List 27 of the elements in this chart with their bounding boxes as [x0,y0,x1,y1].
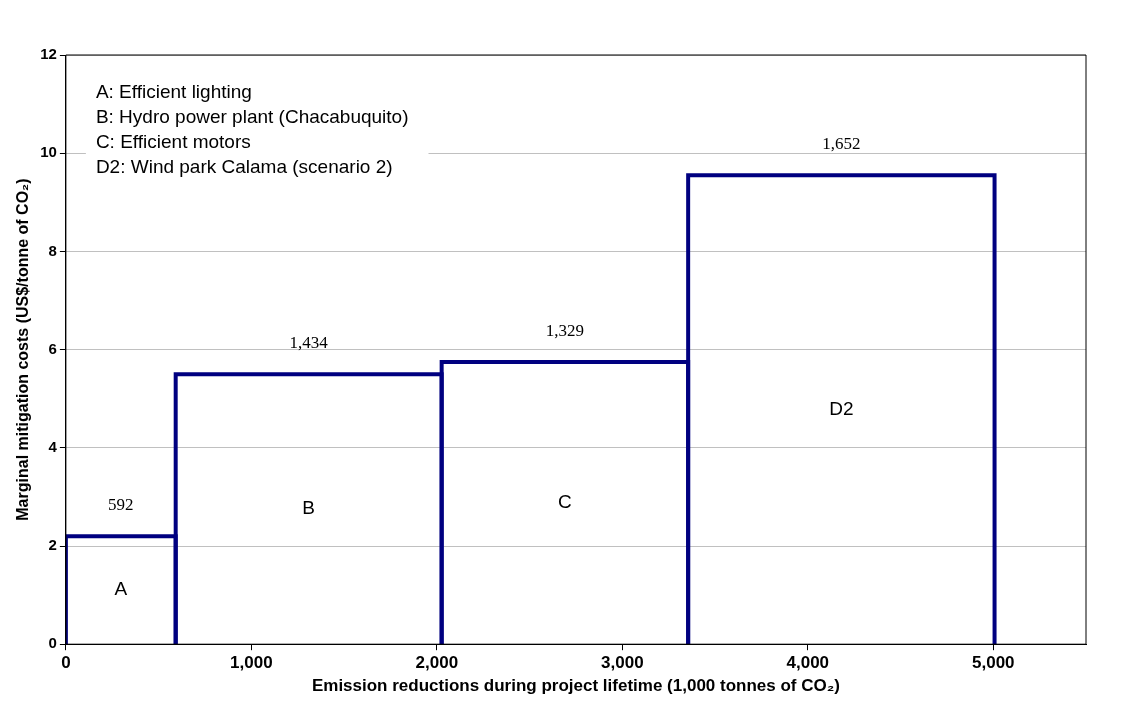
annotation: B [302,497,316,519]
annotation: 592 [108,495,134,515]
y-axis-title: Marginal mitigation costs (US$/tonne of CO₂) [14,178,32,521]
annotation: C: Efficient motors [95,130,251,152]
annotation: 1,434 [289,333,329,353]
annotation: D2 [829,397,854,419]
x-tick-label: 1,000 [230,653,273,673]
annotation: A [114,578,128,600]
x-tick-label: 3,000 [601,653,644,673]
annotation: C [558,491,572,513]
annotation: 1,652 [822,134,861,154]
y-tick-label: 6 [48,339,57,357]
y-tick-label: 2 [48,536,57,554]
y-tick-label: 8 [48,241,57,259]
y-tick-label: 12 [40,45,57,63]
y-tick-label: 4 [48,437,58,455]
y-tick-label: 10 [40,143,57,161]
x-tick-label: 4,000 [786,653,830,673]
y-tick-label: 0 [48,634,57,652]
annotation: A: Efficient lighting [95,80,252,102]
x-tick-label: 0 [61,653,71,673]
x-axis-title: Emission reductions during project lifetime (1,000 tonnes of CO₂) [311,676,840,696]
x-tick-label: 2,000 [415,653,459,673]
annotation: D2: Wind park Calama (scenario 2) [95,155,393,177]
x-tick-label: 5,000 [971,653,1015,673]
annotation: 1,329 [545,320,585,340]
annotation: B: Hydro power plant (Chacabuquito) [95,105,409,127]
